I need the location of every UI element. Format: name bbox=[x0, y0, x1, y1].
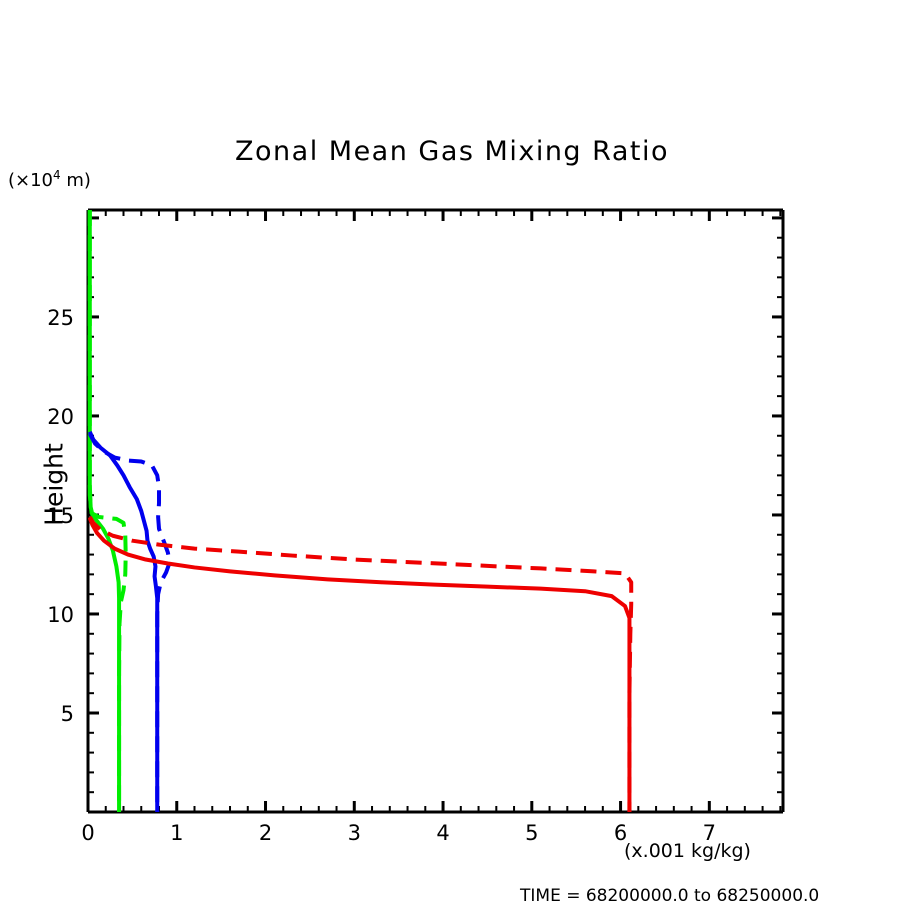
x-tick-label: 6 bbox=[614, 821, 627, 845]
x-tick-label: 0 bbox=[81, 821, 94, 845]
x-axis-unit-label: (x.001 kg/kg) bbox=[624, 840, 751, 862]
y-tick-label: 5 bbox=[61, 702, 74, 726]
data-series bbox=[87, 210, 634, 812]
y-tick-label: 25 bbox=[47, 306, 74, 330]
x-tick-label: 7 bbox=[703, 821, 716, 845]
axes bbox=[86, 208, 785, 814]
series-red-solid bbox=[87, 517, 632, 812]
x-tick-label: 2 bbox=[259, 821, 272, 845]
series-blue-dashed bbox=[88, 432, 172, 812]
y-axis-unit-suffix: m) bbox=[60, 170, 91, 191]
x-tick-label: 4 bbox=[436, 821, 449, 845]
series-green-dashed bbox=[87, 210, 128, 812]
x-tick-label: 3 bbox=[348, 821, 361, 845]
y-tick-label: 20 bbox=[47, 405, 74, 429]
tick-labels: 0 1 2 3 4 5 6 7 5 10 15 20 25 bbox=[47, 306, 716, 845]
y-axis-unit-prefix: (×10 bbox=[8, 170, 54, 191]
series-red-dashed bbox=[88, 515, 634, 812]
y-tick-label: 10 bbox=[47, 603, 74, 627]
y-axis-unit-label: (×104 m) bbox=[8, 168, 91, 191]
time-annotation: TIME = 68200000.0 to 68250000.0 bbox=[520, 886, 820, 906]
y-axis-unit-exponent: 4 bbox=[53, 168, 61, 182]
page-title: Zonal Mean Gas Mixing Ratio bbox=[235, 136, 669, 167]
y-tick-label: 15 bbox=[47, 504, 74, 528]
series-green-solid bbox=[87, 210, 122, 812]
x-tick-label: 1 bbox=[170, 821, 183, 845]
x-tick-label: 5 bbox=[525, 821, 538, 845]
series-blue-solid bbox=[87, 430, 160, 812]
